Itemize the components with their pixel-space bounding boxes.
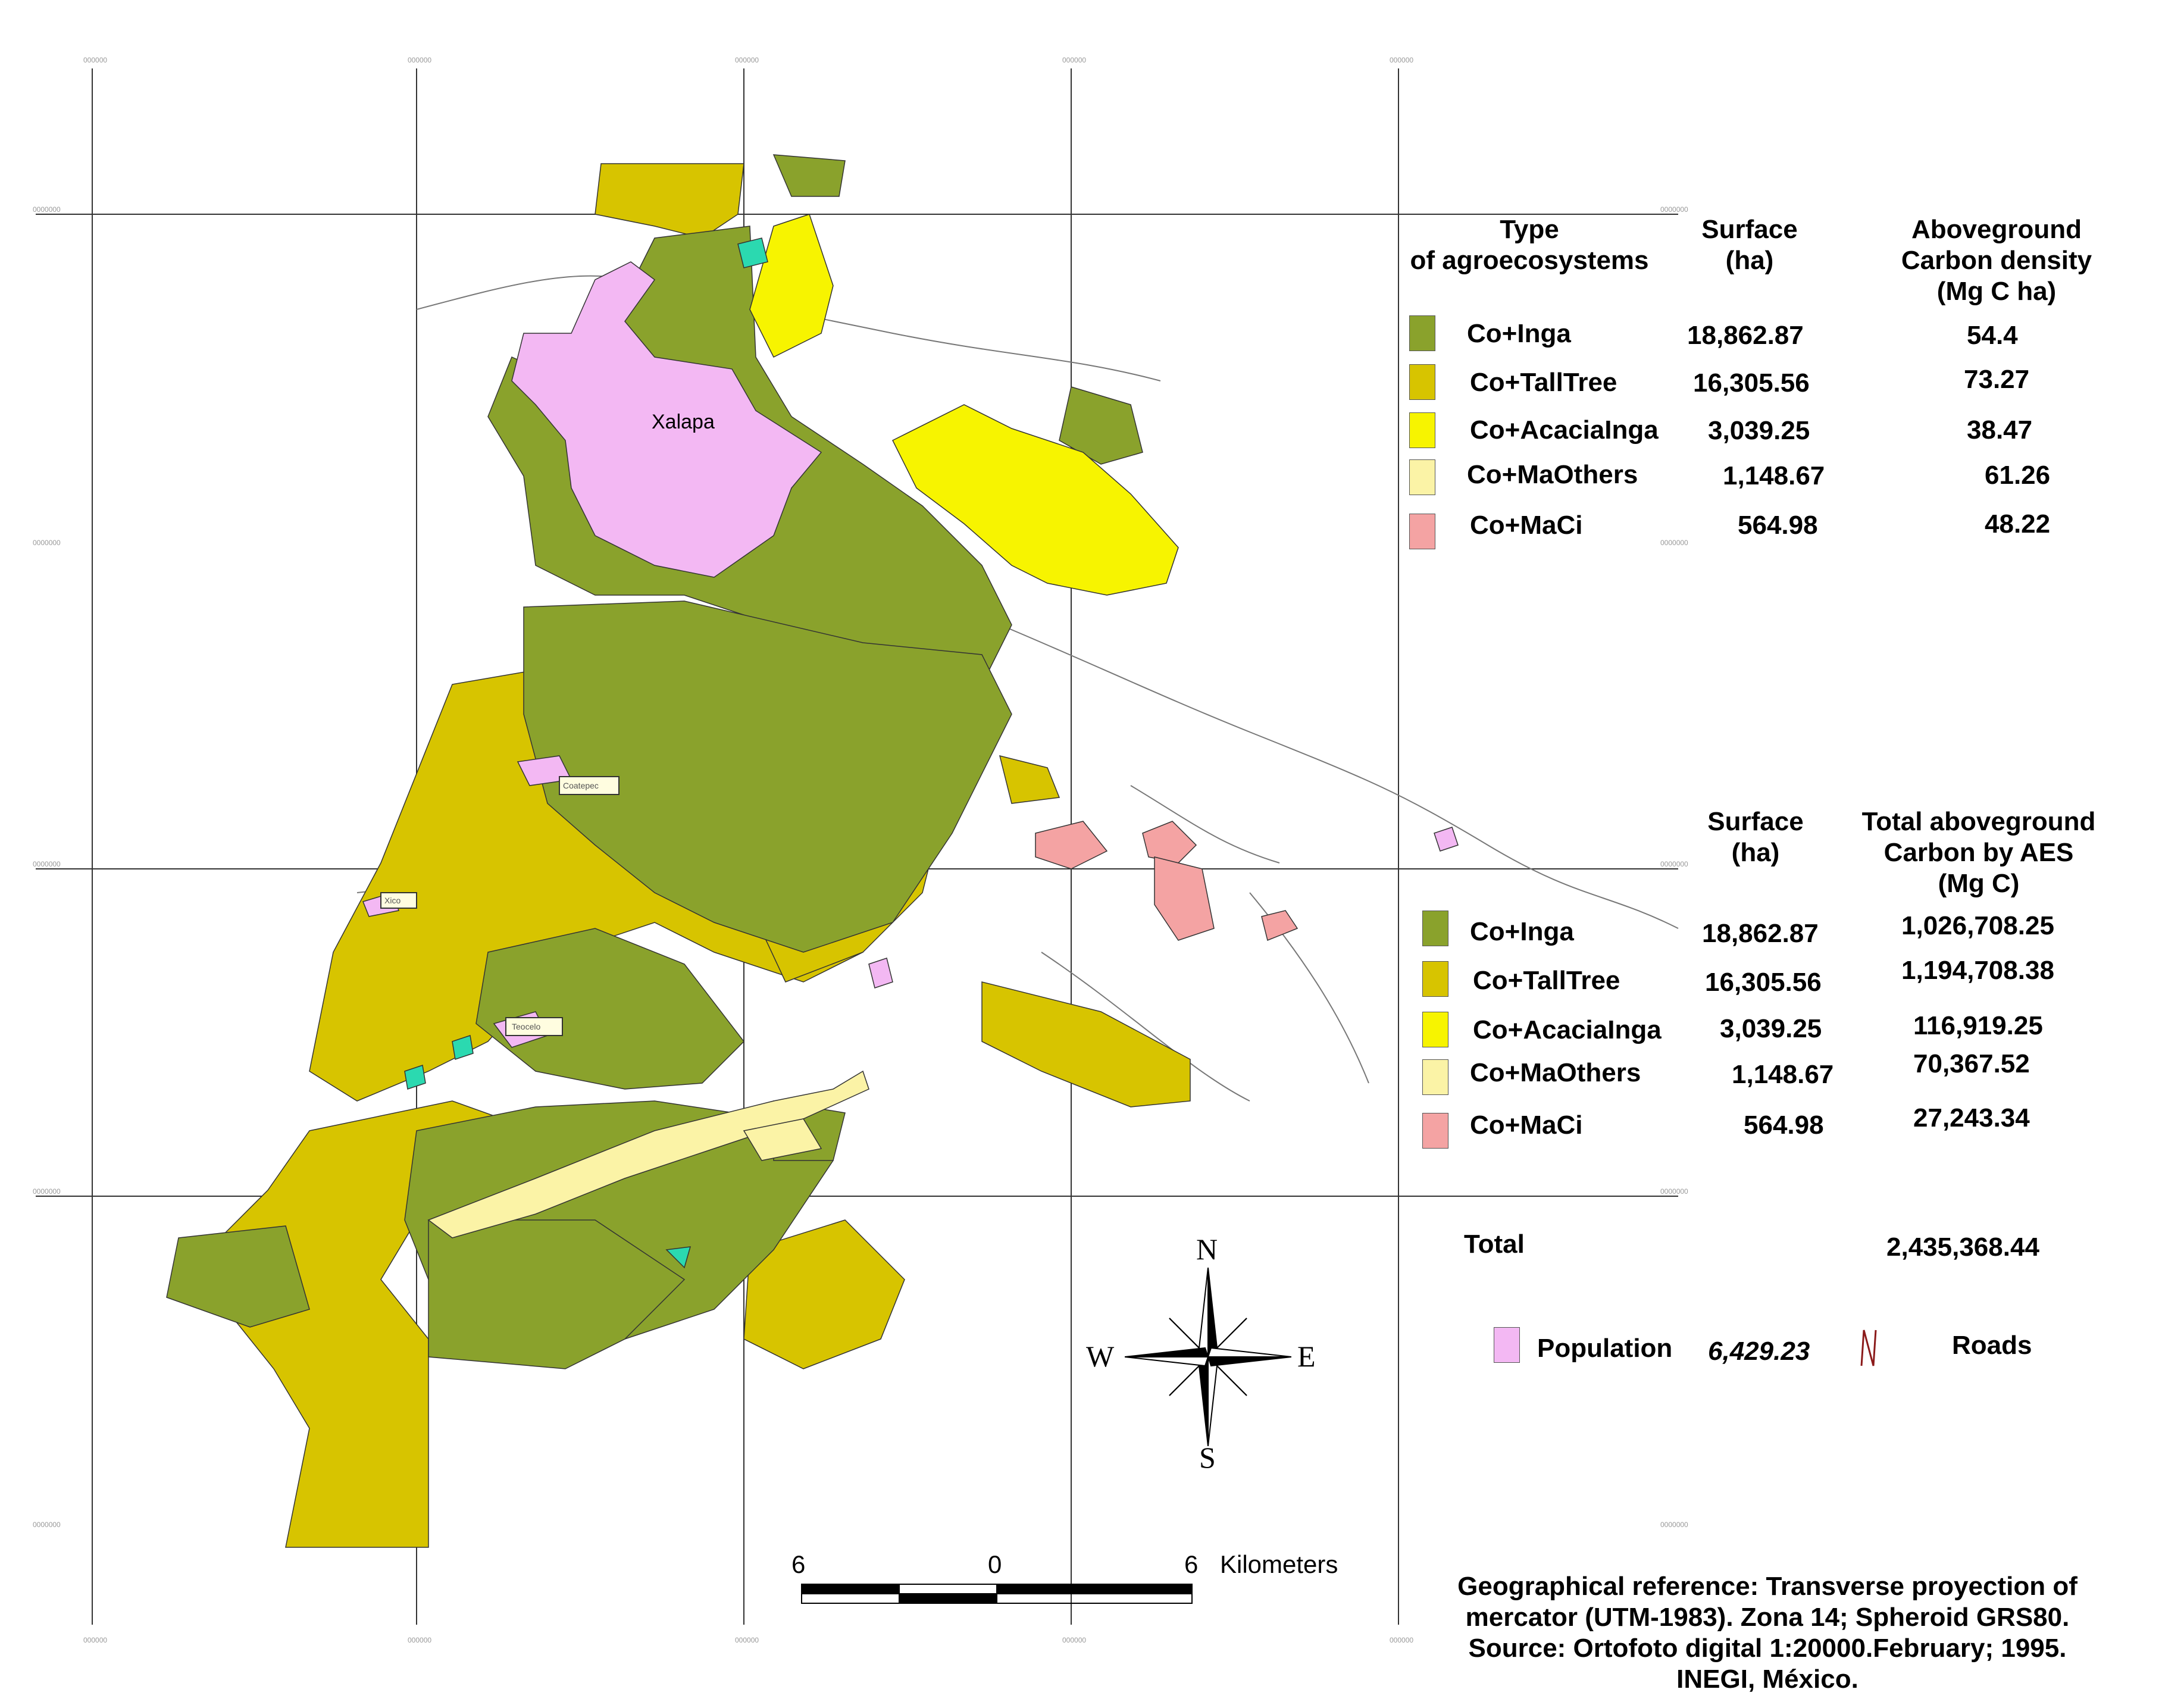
legend-surface: 18,862.87 — [1702, 919, 1819, 948]
legend-total-label: Total — [1464, 1230, 1525, 1259]
swatch-co-maothers — [1409, 459, 1435, 495]
legend-surface: 16,305.56 — [1705, 968, 1822, 997]
legend-label: Co+MaCi — [1470, 511, 1583, 540]
swatch-co-talltree — [1409, 364, 1435, 400]
legend-surface: 564.98 — [1744, 1110, 1824, 1140]
legend-surface: 1,148.67 — [1732, 1060, 1834, 1089]
svg-text:000000: 000000 — [1062, 1636, 1086, 1644]
reference-line-2: mercator (UTM-1983). Zona 14; Spheroid G… — [1465, 1603, 2070, 1632]
legend-total-value: 70,367.52 — [1913, 1049, 2030, 1078]
legend-label: Co+TallTree — [1473, 966, 1620, 995]
reference-note: Geographical reference: Transverse proye… — [1404, 1571, 2130, 1695]
legend-label: Co+TallTree — [1470, 368, 1617, 397]
scale-label-right: 6 — [1184, 1550, 1199, 1578]
legend-total-header: Total aboveground Carbon by AES (Mg C) — [1861, 807, 2096, 898]
svg-text:000000: 000000 — [1062, 56, 1086, 64]
svg-text:000000: 000000 — [1390, 1636, 1413, 1644]
legend-label: Co+Inga — [1470, 917, 1574, 946]
svg-text:000000: 000000 — [83, 1636, 107, 1644]
place-label-teocelo: Teocelo — [512, 1022, 541, 1031]
legend-density-header: Aboveground Carbon density (Mg C ha) — [1901, 215, 2092, 306]
svg-text:000000: 000000 — [408, 1636, 431, 1644]
reference-line-3: Source: Ortofoto digital 1:20000.Februar… — [1468, 1634, 2067, 1663]
svg-text:000000: 000000 — [83, 56, 107, 64]
compass-star-icon — [1125, 1268, 1291, 1446]
roads-label: Roads — [1952, 1331, 2032, 1360]
legend-density-value: 73.27 — [1964, 365, 2030, 394]
svg-text:0000000: 0000000 — [33, 860, 61, 868]
legend-surface: 16,305.56 — [1693, 368, 1810, 398]
svg-text:0000000: 0000000 — [33, 1521, 61, 1529]
swatch-co-inga — [1409, 315, 1435, 351]
compass-east: E — [1297, 1340, 1316, 1373]
reference-line-4: INEGI, México. — [1676, 1665, 1858, 1694]
svg-text:000000: 000000 — [735, 1636, 759, 1644]
grid-tick-labels: 000000 000000 000000 000000 000000 000000 000… — [33, 56, 1688, 1644]
legend-label: Co+AcaciaInga — [1470, 415, 1659, 445]
roads-symbol-icon — [1860, 1330, 1877, 1366]
co-maothers-areas — [427, 1070, 869, 1238]
legend-label: Co+MaOthers — [1470, 1058, 1641, 1087]
compass-west: W — [1086, 1340, 1115, 1373]
swatch-co-maci — [1409, 514, 1435, 549]
scale-unit: Kilometers — [1220, 1550, 1338, 1578]
co-maci-areas — [1035, 821, 1299, 941]
legend-surface: 18,862.87 — [1687, 321, 1804, 350]
svg-text:0000000: 0000000 — [33, 205, 61, 214]
compass-north: N — [1196, 1232, 1218, 1266]
swatch-co-talltree — [1422, 961, 1448, 997]
svg-text:0000000: 0000000 — [1660, 1521, 1688, 1529]
svg-text:000000: 000000 — [1390, 56, 1413, 64]
legend-surface: 3,039.25 — [1708, 416, 1810, 445]
legend-surface: 3,039.25 — [1720, 1014, 1822, 1043]
legend-type-header: Type of agroecosystems — [1410, 215, 1649, 275]
legend-total-sum: 2,435,368.44 — [1886, 1232, 2039, 1262]
compass-south: S — [1199, 1441, 1216, 1474]
legend-density-value: 48.22 — [1985, 509, 2051, 539]
svg-text:0000000: 0000000 — [1660, 205, 1688, 214]
swatch-co-maci — [1422, 1113, 1448, 1149]
svg-text:0000000: 0000000 — [1660, 539, 1688, 547]
svg-text:000000: 000000 — [408, 56, 431, 64]
place-name-boxes — [380, 776, 619, 1036]
legend-label: Co+Inga — [1467, 319, 1571, 348]
legend-surface: 1,148.67 — [1723, 461, 1825, 490]
swatch-co-maothers — [1422, 1059, 1448, 1095]
svg-text:0000000: 0000000 — [33, 539, 61, 547]
scale-bar-graphic — [801, 1584, 1193, 1604]
swatch-co-acaciainga — [1422, 1012, 1448, 1047]
svg-text:0000000: 0000000 — [33, 1187, 61, 1196]
population-label: Population — [1537, 1334, 1673, 1363]
scale-label-mid: 0 — [988, 1550, 1002, 1578]
svg-text:0000000: 0000000 — [1660, 1187, 1688, 1196]
co-acaciainga-areas — [749, 214, 1179, 596]
legend-density-value: 38.47 — [1967, 415, 2033, 445]
legend-total-value: 1,026,708.25 — [1901, 911, 2054, 940]
legend-total-value: 1,194,708.38 — [1901, 956, 2054, 985]
swatch-co-acaciainga — [1409, 412, 1435, 448]
legend-label: Co+MaCi — [1470, 1110, 1583, 1140]
legend-label: Co+AcaciaInga — [1473, 1015, 1662, 1044]
legend-total-value: 116,919.25 — [1913, 1011, 2043, 1040]
city-label-xalapa: Xalapa — [652, 411, 715, 433]
reference-line-1: Geographical reference: Transverse proye… — [1457, 1572, 2077, 1601]
water-bodies — [404, 237, 768, 1269]
legend-surface-header: Surface (ha) — [1701, 215, 1798, 275]
population-value: 6,429.23 — [1708, 1337, 1810, 1366]
legend-density-value: 54.4 — [1967, 321, 2018, 350]
legend-surface-header: Surface (ha) — [1707, 807, 1804, 867]
legend-label: Co+MaOthers — [1467, 460, 1638, 489]
place-label-coatepec: Coatepec — [563, 781, 599, 790]
svg-text:0000000: 0000000 — [1660, 860, 1688, 868]
legend-density-value: 61.26 — [1985, 461, 2051, 490]
scale-label-left: 6 — [791, 1550, 806, 1578]
svg-text:000000: 000000 — [735, 56, 759, 64]
swatch-population — [1494, 1327, 1520, 1363]
swatch-co-inga — [1422, 911, 1448, 946]
place-label-xico: Xico — [384, 896, 401, 905]
legend-surface: 564.98 — [1738, 511, 1818, 540]
legend-total-value: 27,243.34 — [1913, 1103, 2030, 1133]
